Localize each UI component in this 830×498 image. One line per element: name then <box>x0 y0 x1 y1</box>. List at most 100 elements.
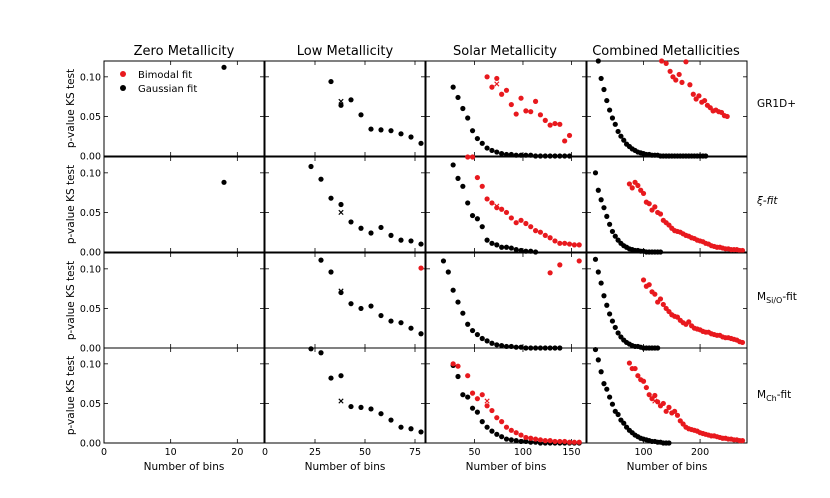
y-tick-label: 0.00 <box>80 439 101 450</box>
bimodal-point <box>657 296 664 302</box>
gaussian-point <box>499 151 505 157</box>
bimodal-point <box>566 241 573 247</box>
bimodal-point <box>643 384 649 391</box>
panel-r3-c0: 0.00 0.05 0.10 0 10 20 Number of bins p-value K… <box>65 347 265 473</box>
cross-marker <box>494 203 500 209</box>
bimodal-point <box>528 224 534 230</box>
x-tick-label: 100 <box>634 447 652 458</box>
gaussian-point <box>388 417 394 423</box>
bimodal-point <box>652 291 658 297</box>
y-tick-label: 0.05 <box>80 112 101 123</box>
panel-frame <box>264 60 426 157</box>
gaussian-point <box>388 318 394 324</box>
y-axis-label: p-value KS test <box>65 165 77 244</box>
bimodal-point <box>513 430 519 436</box>
legend: Bimodal fit Gaussian fit <box>120 70 197 95</box>
bimodal-point <box>562 138 568 144</box>
gaussian-point <box>609 228 616 235</box>
gaussian-point <box>465 115 471 121</box>
bimodal-point <box>557 262 563 268</box>
gaussian-point <box>489 147 495 154</box>
bimodal-point <box>557 121 563 127</box>
gaussian-point <box>378 411 384 417</box>
bimodal-point <box>724 113 730 120</box>
bimodal-point <box>547 235 553 241</box>
gaussian-point <box>418 429 424 435</box>
gaussian-point <box>598 369 604 375</box>
gaussian-point <box>378 312 384 319</box>
bimodal-point <box>640 378 647 384</box>
y-axis-label: p-value KS test <box>65 261 77 340</box>
bimodal-point <box>640 190 647 197</box>
bimodal-point <box>635 373 641 379</box>
panel-frame <box>586 252 748 349</box>
bimodal-point <box>455 363 461 369</box>
bimodal-point <box>646 282 652 288</box>
gaussian-point <box>604 302 610 308</box>
bimodal-point <box>523 108 529 114</box>
col-title-zero: Zero Metallicity <box>134 44 235 59</box>
gaussian-point <box>388 232 394 238</box>
bimodal-point <box>465 154 471 160</box>
bimodal-point <box>659 58 665 64</box>
gaussian-point <box>612 233 618 239</box>
bimodal-point <box>660 400 666 407</box>
bimodal-point <box>666 404 672 410</box>
gaussian-point <box>348 97 354 103</box>
x-tick-label: 100 <box>514 447 532 458</box>
gaussian-point <box>503 244 510 250</box>
x-tick-label: 50 <box>359 447 371 458</box>
gaussian-point <box>604 97 610 104</box>
bimodal-point <box>484 403 490 409</box>
gaussian-point <box>609 115 616 121</box>
gaussian-point <box>615 330 621 336</box>
panel-grid: 0.000.050.10p-value KS test0.000.050.10p… <box>65 58 748 473</box>
bimodal-point <box>663 408 669 414</box>
bimodal-point <box>667 68 673 74</box>
gaussian-point <box>469 128 476 134</box>
gaussian-point <box>508 245 514 251</box>
gaussian-point <box>621 420 627 426</box>
gaussian-point <box>489 340 495 346</box>
gaussian-point <box>518 247 524 254</box>
bimodal-point <box>652 204 658 210</box>
bimodal-point <box>508 215 514 221</box>
gaussian-point <box>607 107 613 113</box>
x-tick-label: 20 <box>231 447 243 458</box>
gaussian-point <box>595 357 601 363</box>
bimodal-point <box>635 182 641 189</box>
gaussian-point <box>338 201 344 208</box>
gaussian-point <box>621 137 627 143</box>
panel-r0-c3 <box>586 58 748 159</box>
panel-frame <box>425 156 587 253</box>
gaussian-point <box>592 170 599 176</box>
legend-marker-bimodal <box>120 71 126 77</box>
bimodal-point <box>523 434 529 441</box>
bimodal-point <box>537 229 544 235</box>
gaussian-point <box>479 224 485 230</box>
gaussian-point <box>479 140 485 146</box>
bimodal-point <box>542 438 548 444</box>
bimodal-point <box>542 232 548 238</box>
gaussian-point <box>450 162 456 168</box>
gaussian-point <box>455 94 461 101</box>
bimodal-point <box>674 412 681 418</box>
panel-r3-c2: 50 100 150 Number of bins <box>425 347 587 473</box>
row-labels: GR1D+ ξ-fit MSi/O-fit MCh-fit <box>756 98 797 403</box>
bimodal-point <box>663 60 669 66</box>
gaussian-point <box>703 153 709 159</box>
gaussian-point <box>358 404 364 410</box>
bimodal-point <box>494 205 500 211</box>
bimodal-point <box>646 392 652 398</box>
panel-r1-c2 <box>425 154 587 255</box>
legend-label-gaussian: Gaussian fit <box>138 84 197 95</box>
panel-frame <box>425 60 587 157</box>
bimodal-point <box>739 438 746 444</box>
gaussian-point <box>474 331 480 338</box>
gaussian-point <box>465 321 471 327</box>
gaussian-point <box>398 320 404 326</box>
bimodal-point <box>552 438 558 445</box>
legend-label-bimodal: Bimodal fit <box>138 70 192 81</box>
gaussian-point <box>328 269 334 275</box>
gaussian-point <box>562 153 568 159</box>
